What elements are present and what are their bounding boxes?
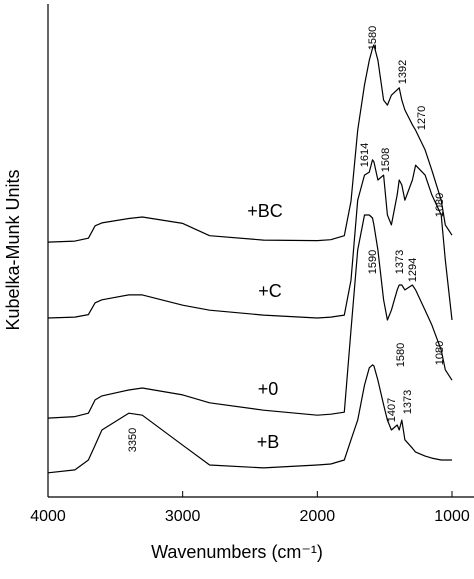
spectrum-line	[47, 44, 453, 243]
x-tick-label: 1000	[434, 508, 470, 525]
x-tick-label: 4000	[30, 508, 66, 525]
peak-label: 1392	[397, 60, 409, 84]
peak-label: 1080	[434, 341, 446, 365]
peak-label: 1614	[359, 143, 371, 167]
peak-label: 1590	[367, 250, 379, 274]
peak-label: 1080	[434, 193, 446, 217]
peak-label: 1407	[386, 398, 398, 422]
spectrum-line	[47, 364, 452, 474]
series-label: +C	[258, 281, 282, 301]
peak-label: 1373	[394, 250, 406, 274]
peak-label: 1580	[395, 343, 407, 367]
peak-label: 1373	[402, 390, 414, 414]
spectrum-line	[47, 214, 453, 419]
spectrum-line	[47, 159, 453, 321]
series-label: +BC	[247, 201, 283, 221]
peak-label: 3350	[127, 428, 139, 452]
x-axis-label: Wavenumbers (cm⁻¹)	[151, 542, 323, 562]
peak-label: 1270	[416, 106, 428, 130]
x-tick-label: 2000	[300, 508, 336, 525]
x-tick-label: 3000	[165, 508, 201, 525]
peak-label: 1294	[407, 258, 419, 282]
series-label: +0	[258, 379, 279, 399]
peak-label: 1580	[367, 26, 379, 50]
series-label: +B	[257, 432, 280, 452]
y-axis-label: Kubelka-Munk Units	[3, 169, 23, 330]
peak-label: 1508	[380, 148, 392, 172]
